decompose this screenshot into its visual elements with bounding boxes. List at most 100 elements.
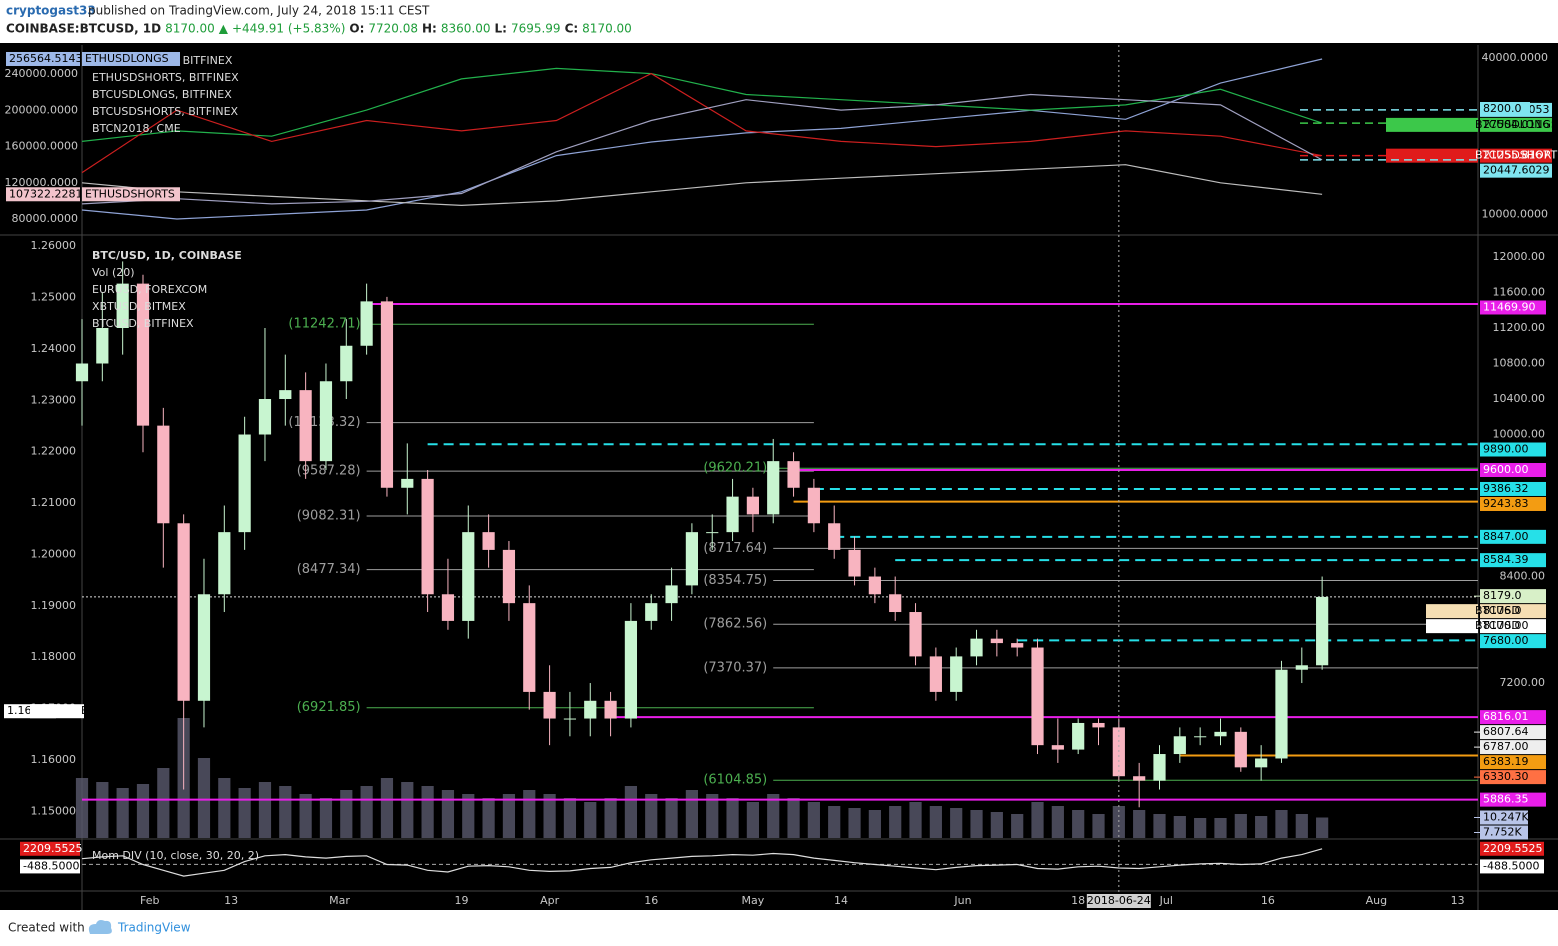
volume-bar — [848, 808, 861, 838]
price-tag-box — [82, 51, 180, 66]
volume-bar — [665, 798, 678, 838]
volume-bar — [1214, 818, 1227, 838]
x-tick-label: 14 — [834, 894, 848, 907]
eurusd-tick-label: 1.24000 — [31, 342, 77, 355]
crosshair-box — [1086, 894, 1151, 908]
y2-tick-label: 40000.0000 — [1482, 51, 1548, 64]
momentum-label: 2209.5525 — [1483, 842, 1543, 855]
volume-bar — [421, 786, 434, 838]
volume-bar — [604, 798, 617, 838]
volume-bar — [523, 790, 536, 838]
momentum-label-box — [20, 841, 80, 856]
y2-tick-label: 10000.0000 — [1482, 207, 1548, 220]
candle-body — [1092, 722, 1105, 728]
legend-entry: BTCUSDSHORTS, BITFINEX — [92, 105, 239, 118]
candle-body — [380, 301, 394, 488]
legend-entry: ETHUSDSHORTS, BITFINEX — [92, 71, 239, 84]
legend-entry: BTCUSD, BITFINEX — [92, 317, 194, 330]
candle-body — [848, 549, 861, 577]
symbol-info: L: — [494, 22, 506, 36]
candle-body — [238, 434, 251, 533]
tradingview-logo[interactable] — [88, 920, 112, 934]
x-tick-label: 19 — [454, 894, 468, 907]
candle-body — [624, 620, 638, 719]
price-label: 6787.00 — [1483, 740, 1529, 753]
pane-title: Mom DIV (10, close, 30, 20, 2) — [92, 849, 259, 862]
volume-bar — [746, 802, 759, 838]
price-label-box — [6, 187, 80, 202]
candle-body — [746, 496, 759, 515]
candle-body — [563, 718, 577, 720]
fib-label: (9082.31) — [297, 508, 361, 523]
fib-label: (7862.56) — [703, 617, 767, 632]
volume-bar — [950, 808, 963, 838]
candle-body — [584, 700, 597, 719]
footer-text: Created with — [8, 921, 85, 935]
volume-bar — [340, 790, 353, 838]
series-line — [81, 72, 1323, 174]
price-tag-box — [1426, 619, 1478, 634]
volume-bar — [787, 798, 800, 838]
price-tag-box — [82, 187, 180, 202]
volume-bar — [319, 798, 333, 838]
volume-bar — [543, 794, 556, 838]
volume-bar — [1295, 814, 1308, 838]
x-tick-label: 13 — [1451, 894, 1465, 907]
price-label-box — [1480, 117, 1552, 132]
candle-body — [482, 532, 495, 550]
eurusd-tick-label: 1.22000 — [31, 445, 77, 458]
level-label-box — [1480, 529, 1546, 544]
candle-body — [116, 283, 129, 328]
fib-label: (8354.75) — [703, 573, 767, 588]
volume-bar — [1092, 814, 1105, 838]
level-label: 8847.00 — [1483, 530, 1529, 543]
level-label: 6816.01 — [1483, 710, 1529, 723]
candle-body — [970, 638, 983, 657]
volume-bar — [909, 802, 922, 838]
author[interactable]: cryptogast33 — [6, 4, 96, 18]
volume-bar — [889, 806, 902, 838]
legend-entry: BTCN2018, CME — [92, 122, 181, 135]
volume-bar — [563, 798, 577, 838]
volume-bar — [502, 794, 516, 838]
candle-body — [726, 496, 739, 533]
legend-entry: Vol (20) — [92, 266, 135, 279]
fib-label: (11242.71) — [288, 317, 360, 332]
fib-label: (8717.64) — [703, 541, 767, 556]
volume-bar — [218, 778, 231, 838]
level-label-box — [1480, 755, 1546, 770]
candle-body — [401, 478, 414, 488]
candle-body — [462, 532, 475, 621]
eurusd-tick-label: 1.20000 — [31, 547, 77, 560]
candle-body — [299, 390, 312, 462]
symbol-info: 8170.00 — [582, 22, 632, 36]
candle-body — [909, 612, 922, 657]
price-label: 8170.00 — [1483, 619, 1529, 632]
candle-body — [319, 381, 333, 462]
level-label-box — [1480, 300, 1546, 315]
footer — [0, 910, 1558, 946]
volume-bar — [767, 794, 780, 838]
eurusd-tick-label: 1.23000 — [31, 393, 77, 406]
volume-label-box — [1480, 810, 1528, 825]
x-tick-label: Jun — [953, 894, 971, 907]
volume-bar — [1316, 817, 1329, 838]
volume-bar — [1153, 814, 1166, 838]
fib-label: (8477.34) — [297, 562, 361, 577]
footer-brand[interactable]: TradingView — [117, 921, 191, 935]
candle-body — [889, 594, 902, 613]
candle-body — [360, 301, 373, 346]
x-tick-label: Aug — [1366, 894, 1387, 907]
y-tick-label: 120000.0000 — [5, 176, 78, 189]
level-label: 9243.83 — [1483, 497, 1529, 510]
level-label-box — [1480, 553, 1546, 568]
fib-label: (9587.28) — [297, 464, 361, 479]
level-label: 7680.00 — [1483, 634, 1529, 647]
volume-bar — [299, 794, 312, 838]
volume-bar — [197, 758, 211, 838]
y-tick-label: 12000.00 — [1493, 250, 1546, 263]
legend-entry: EURUSD, FOREXCOM — [92, 283, 207, 296]
level-label-box — [1480, 792, 1546, 807]
level-label: 8584.39 — [1483, 553, 1529, 566]
candle-body — [868, 576, 881, 595]
